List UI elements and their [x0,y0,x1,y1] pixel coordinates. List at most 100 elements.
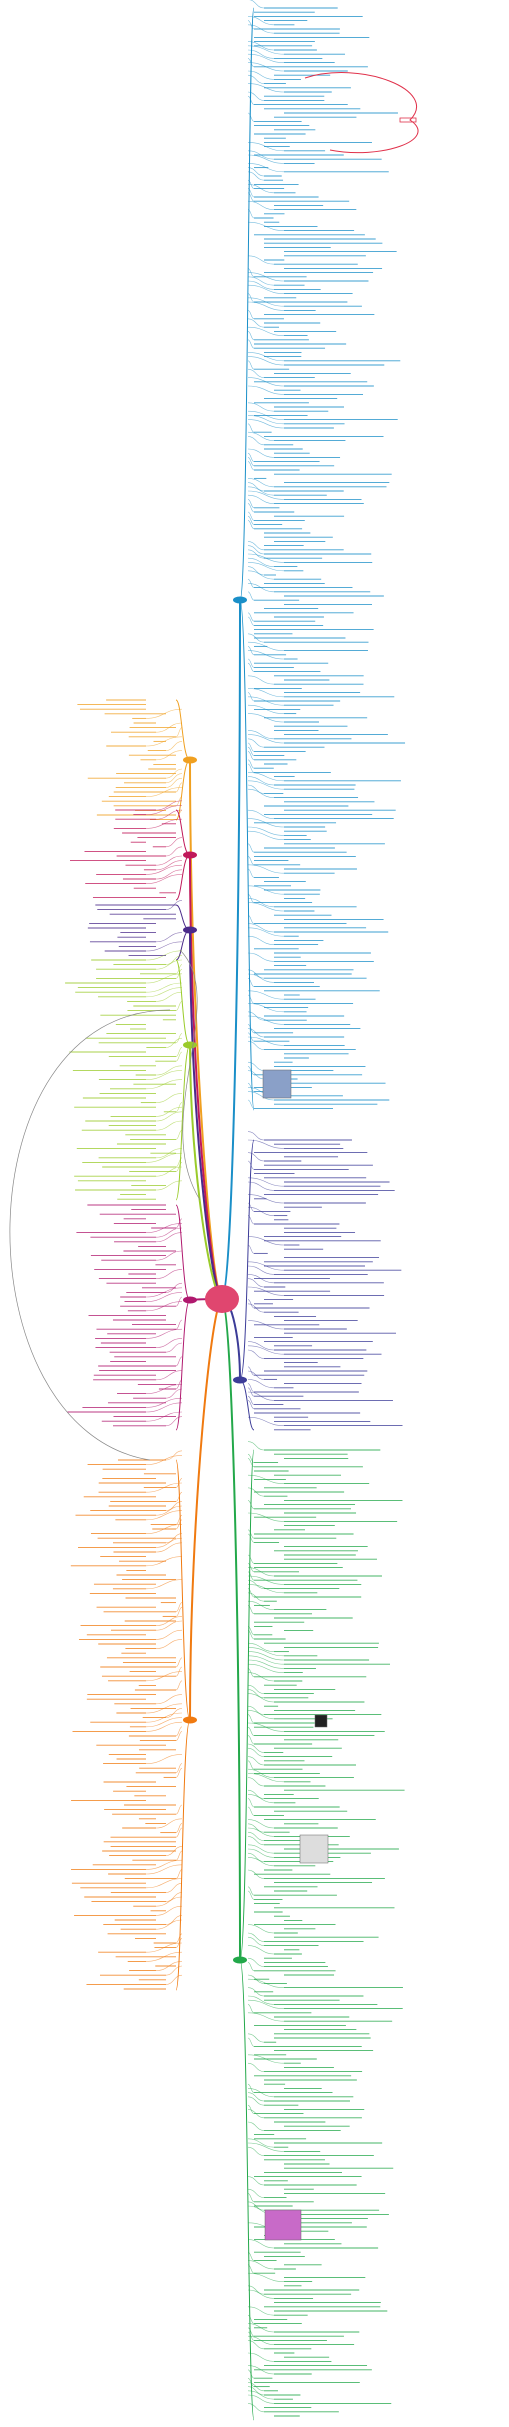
network-thumbnail [262,1069,292,1099]
subtopic-connector [155,1919,183,1930]
branch-trunk [175,699,191,761]
branch-trunk [175,1204,191,1301]
subtopic-connector [247,1655,285,1665]
subtopic-connector [155,991,183,1002]
subtopic-connector [247,2285,265,2295]
subtopic-connector [175,1763,183,1774]
subtopic-connector [247,1453,255,1463]
subtopic-connector [247,1932,265,1942]
subtopic-connector [247,112,255,122]
subtopic-connector [155,1148,183,1159]
subtopic-connector [247,549,265,559]
subtopic-connector [145,1070,183,1080]
subtopic-connector [247,746,255,756]
subtopic-connector [247,24,275,34]
branch-connector [221,599,241,1300]
subtopic-connector [165,1892,183,1902]
subtopic-connector [247,2390,275,2400]
subtopic-connector [247,167,265,177]
subtopic-connector [155,1166,183,1177]
subtopic-connector [247,1015,285,1025]
subtopic-connector [165,1533,183,1544]
subtopic-connector [247,1244,255,1254]
subtopic-connector [247,658,255,668]
subtopic-connector [247,1705,265,1715]
subtopic-connector [145,1510,183,1521]
subtopic-connector [175,1129,183,1140]
subtopic-connector [145,874,183,884]
subtopic-connector [247,1320,285,1330]
subtopic-connector [247,436,265,446]
subtopic-connector [247,977,255,987]
subtopic-connector [247,1194,285,1204]
subtopic-connector [145,818,183,829]
subtopic-connector [247,1474,285,1484]
subtopic-connector [247,2188,265,2198]
subtopic-connector [247,1852,265,1862]
subtopic-connector [247,1798,255,1808]
relationship-label [399,117,417,123]
subtopic-connector [247,1286,285,1296]
subtopic-connector [247,2251,255,2261]
subtopic-connector [247,1091,275,1101]
subtopic-connector [145,1152,183,1163]
subtopic-connector [247,1743,265,1753]
subtopic-connector [175,1051,183,1062]
subtopic-connector [247,1261,285,1271]
subtopic-connector [247,927,285,937]
subtopic-connector [247,310,255,320]
subtopic-connector [247,1836,265,1846]
subtopic-connector [145,1455,183,1465]
subtopic-connector [247,41,275,51]
subtopic-connector [165,846,183,857]
subtopic-connector [247,1236,285,1246]
subtopic-connector [247,914,255,924]
subtopic-connector [247,788,275,798]
subtopic-connector [175,1001,183,1011]
subtopic-connector [247,255,275,265]
subtopic-connector [247,1206,275,1216]
subtopic-connector [247,1987,265,1997]
subtopic-connector [247,2377,255,2387]
subtopic-connector [247,221,285,231]
subtopic-connector [247,583,275,593]
subtopic-connector [165,900,183,910]
subtopic-connector [247,494,275,504]
subtopic-connector [145,1397,183,1408]
subtopic-connector [247,1366,255,1376]
subtopic-connector [247,1794,275,1804]
subtopic-connector [247,776,275,786]
subtopic-connector [247,553,285,563]
subtopic-connector [165,837,183,848]
subtopic-connector [247,1011,265,1021]
subtopic-connector [247,1512,285,1522]
subtopic-connector [155,1961,183,1971]
subtopic-connector [247,385,285,395]
subtopic-connector [247,633,265,643]
subtopic-connector [247,2289,275,2299]
subtopic-connector [247,419,285,429]
subtopic-connector [247,751,255,761]
subtopic-connector [247,482,265,492]
subtopic-connector [247,2176,265,2186]
subtopic-connector [247,209,255,219]
subtopic-connector [247,545,265,555]
subtopic-connector [155,1505,183,1516]
subtopic-connector [247,818,285,828]
central-topic[interactable] [205,1285,239,1313]
subtopic-connector [165,1915,183,1925]
subtopic-connector [155,1093,183,1103]
subtopic-connector [155,1629,183,1640]
subtopic-connector [247,1592,265,1602]
subtopic-connector [247,2365,275,2375]
subtopic-connector [247,62,285,72]
subtopic-connector [145,1556,183,1567]
subtopic-connector [247,142,285,152]
subtopic-connector [247,742,255,752]
subtopic-connector [247,2323,275,2333]
subtopic-connector [247,688,285,698]
subtopic-connector [247,1651,285,1661]
subtopic-connector [145,864,183,875]
subtopic-connector [247,452,255,462]
subtopic-connector [247,1265,275,1275]
